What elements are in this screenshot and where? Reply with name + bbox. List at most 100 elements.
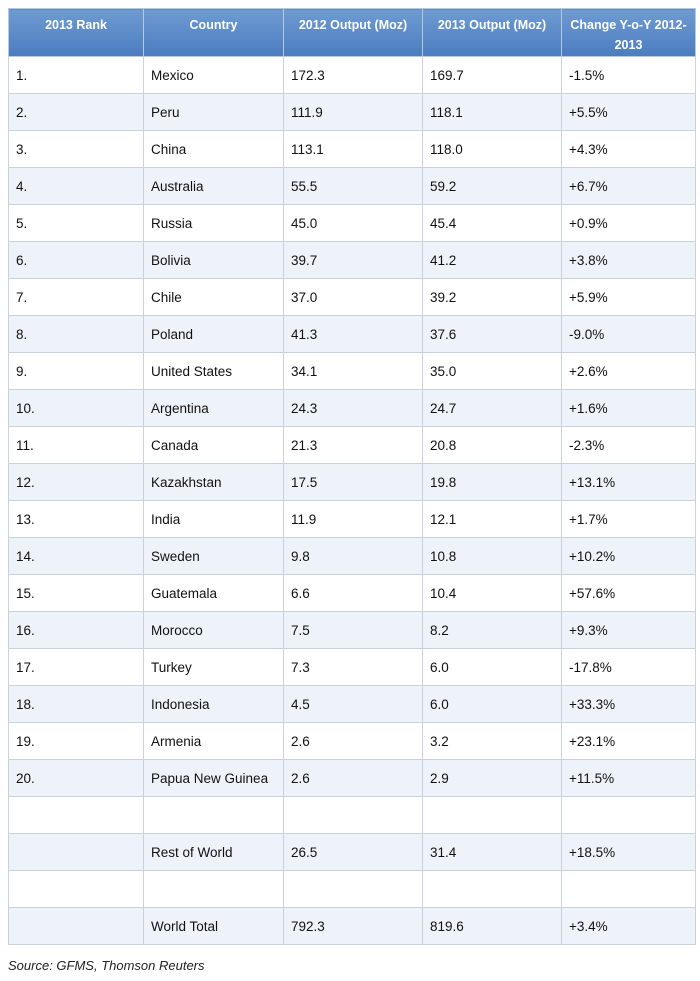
table-cell [8,907,144,945]
table-cell: 26.5 [283,833,423,871]
header-cell: Country [143,8,284,57]
table-cell: 118.1 [422,93,562,131]
table-cell: 4. [8,167,144,205]
table-cell: 113.1 [283,130,423,168]
table-cell: +1.6% [561,389,696,427]
table-cell: 21.3 [283,426,423,464]
table-row: 11. Canada 21.3 20.8 -2.3% [8,426,696,464]
table-row: 2. Peru 111.9 118.1 +5.5% [8,93,696,131]
table-cell [422,796,562,834]
table-cell: 34.1 [283,352,423,390]
header-cell: 2013 Output (Moz) [422,8,562,57]
table-row: 6. Bolivia 39.7 41.2 +3.8% [8,241,696,279]
table-cell: 37.6 [422,315,562,353]
table-cell: Peru [143,93,284,131]
table-cell: Argentina [143,389,284,427]
table-cell: 11.9 [283,500,423,538]
table-row: 3. China 113.1 118.0 +4.3% [8,130,696,168]
table-cell: 10.8 [422,537,562,575]
table-cell [143,796,284,834]
table-cell: -2.3% [561,426,696,464]
table-row: 13. India 11.9 12.1 +1.7% [8,500,696,538]
table-cell: Papua New Guinea [143,759,284,797]
table-cell: +3.4% [561,907,696,945]
table-cell: China [143,130,284,168]
table-cell: Australia [143,167,284,205]
table-cell: Rest of World [143,833,284,871]
table-cell: 19. [8,722,144,760]
table-cell: +9.3% [561,611,696,649]
table-cell: +57.6% [561,574,696,612]
table-row: 15. Guatemala 6.6 10.4 +57.6% [8,574,696,612]
source-note: Source: GFMS, Thomson Reuters [8,958,205,973]
table-cell: 45.0 [283,204,423,242]
table-cell: 7.3 [283,648,423,686]
table-row: 14. Sweden 9.8 10.8 +10.2% [8,537,696,575]
table-cell: +2.6% [561,352,696,390]
table-cell: 31.4 [422,833,562,871]
table-cell: 7.5 [283,611,423,649]
table-row: 20. Papua New Guinea 2.6 2.9 +11.5% [8,759,696,797]
table-cell [422,870,562,908]
table-cell: 12. [8,463,144,501]
table-cell: -9.0% [561,315,696,353]
table-cell: Bolivia [143,241,284,279]
table-cell: 2.6 [283,722,423,760]
table-cell [283,870,423,908]
table-cell [8,796,144,834]
table-cell: 8.2 [422,611,562,649]
table-row [8,870,696,908]
table-cell: Guatemala [143,574,284,612]
table-cell: 37.0 [283,278,423,316]
table-cell [8,870,144,908]
table-cell: 20. [8,759,144,797]
table-cell: -1.5% [561,56,696,94]
table-row: 7. Chile 37.0 39.2 +5.9% [8,278,696,316]
table-cell: 819.6 [422,907,562,945]
table-row: 4. Australia 55.5 59.2 +6.7% [8,167,696,205]
table-cell: India [143,500,284,538]
table-cell: 18. [8,685,144,723]
table-cell: 20.8 [422,426,562,464]
table-cell: 4.5 [283,685,423,723]
table-row: 9. United States 34.1 35.0 +2.6% [8,352,696,390]
table-cell: 10. [8,389,144,427]
table-cell: 2.6 [283,759,423,797]
table-cell: 41.3 [283,315,423,353]
table-cell: 3.2 [422,722,562,760]
table-cell: Armenia [143,722,284,760]
table-cell: 17.5 [283,463,423,501]
header-cell: 2013 Rank [8,8,144,57]
table-cell: 6.0 [422,648,562,686]
table-cell [8,833,144,871]
table-cell: Sweden [143,537,284,575]
table-body: 1. Mexico 172.3 169.7 -1.5% 2. Peru 111.9 118.1 +… [8,56,696,945]
table-cell: +5.9% [561,278,696,316]
table-cell: +13.1% [561,463,696,501]
table-row: 8. Poland 41.3 37.6 -9.0% [8,315,696,353]
table-cell: 24.7 [422,389,562,427]
table-cell: Indonesia [143,685,284,723]
table-cell: United States [143,352,284,390]
table-cell: 1. [8,56,144,94]
table-cell: 7. [8,278,144,316]
table-cell: Turkey [143,648,284,686]
table-cell: 11. [8,426,144,464]
table-cell: Kazakhstan [143,463,284,501]
table-cell: Morocco [143,611,284,649]
table-cell: Mexico [143,56,284,94]
table-cell [561,796,696,834]
table-cell: 24.3 [283,389,423,427]
table-cell: +18.5% [561,833,696,871]
table-cell: 13. [8,500,144,538]
table-cell: 45.4 [422,204,562,242]
table-cell: 2.9 [422,759,562,797]
table-row: 1. Mexico 172.3 169.7 -1.5% [8,56,696,94]
table-cell: 16. [8,611,144,649]
table-cell: Canada [143,426,284,464]
table-cell: 6.6 [283,574,423,612]
table-cell: 6.0 [422,685,562,723]
table-cell: 19.8 [422,463,562,501]
table-cell: 9.8 [283,537,423,575]
table-cell: 17. [8,648,144,686]
